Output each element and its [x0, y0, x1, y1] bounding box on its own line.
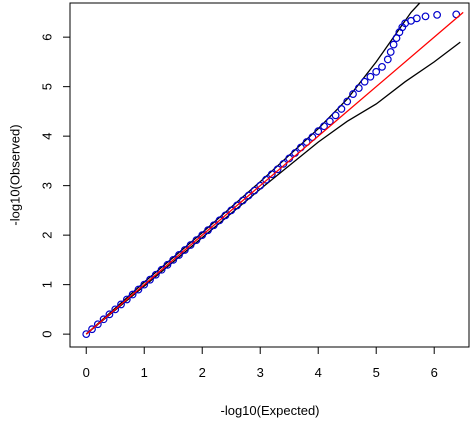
- point: [378, 62, 386, 71]
- point: [198, 231, 207, 240]
- x-tick-label: 0: [83, 365, 90, 380]
- point: [227, 206, 236, 215]
- point: [134, 285, 143, 294]
- point: [233, 201, 241, 210]
- x-tick-label: 6: [431, 365, 438, 380]
- point: [204, 226, 212, 235]
- point: [244, 191, 253, 200]
- y-tick-label: 2: [39, 232, 54, 239]
- x-tick-label: 3: [257, 365, 264, 380]
- y-tick-label: 1: [39, 281, 54, 288]
- y-tick-label: 6: [39, 34, 54, 41]
- x-tick-label: 2: [199, 365, 206, 380]
- point: [105, 310, 114, 319]
- point: [186, 241, 195, 249]
- point: [421, 12, 430, 21]
- point: [320, 122, 328, 131]
- point: [88, 325, 96, 334]
- point: [433, 10, 442, 19]
- point: [82, 330, 91, 339]
- point: [337, 105, 346, 113]
- point: [273, 165, 282, 174]
- y-tick-label: 5: [39, 83, 54, 90]
- point: [93, 320, 102, 329]
- x-axis-label: -log10(Expected): [221, 403, 320, 418]
- point: [99, 315, 108, 324]
- line: [85, 11, 464, 335]
- point: [238, 196, 247, 205]
- y-axis-label: -log10(Observed): [7, 124, 22, 225]
- point: [215, 216, 224, 225]
- point: [389, 40, 398, 49]
- point: [146, 275, 154, 284]
- point: [314, 127, 323, 136]
- plot-area: [82, 3, 464, 339]
- point: [180, 246, 189, 254]
- point: [262, 175, 270, 184]
- point: [267, 170, 276, 179]
- point: [117, 300, 125, 309]
- line: [85, 41, 461, 335]
- line: [85, 3, 421, 335]
- point: [175, 251, 183, 259]
- point: [122, 295, 131, 304]
- point: [221, 211, 230, 220]
- point: [412, 14, 421, 23]
- point: [157, 265, 166, 274]
- y-tick-label: 3: [39, 182, 54, 189]
- plot-frame: [69, 2, 470, 348]
- point: [209, 221, 218, 230]
- point: [331, 111, 340, 120]
- point: [354, 84, 363, 93]
- point: [256, 181, 265, 190]
- y-tick-label: 4: [39, 133, 54, 140]
- point: [250, 186, 259, 195]
- point: [343, 97, 352, 106]
- point: [383, 55, 392, 64]
- point: [360, 77, 369, 86]
- point: [151, 270, 160, 279]
- point: [386, 48, 395, 56]
- x-tick-label: 1: [141, 365, 148, 380]
- point: [192, 236, 201, 244]
- point: [325, 117, 334, 126]
- x-tick-label: 5: [373, 365, 380, 380]
- point: [366, 72, 375, 81]
- point: [111, 305, 120, 314]
- y-tick-label: 0: [39, 331, 54, 338]
- point: [140, 280, 149, 289]
- x-tick-label: 4: [315, 365, 322, 380]
- point: [163, 260, 172, 269]
- point: [372, 67, 381, 76]
- point: [349, 90, 357, 98]
- point: [169, 255, 178, 264]
- point: [392, 34, 401, 43]
- point: [128, 290, 137, 299]
